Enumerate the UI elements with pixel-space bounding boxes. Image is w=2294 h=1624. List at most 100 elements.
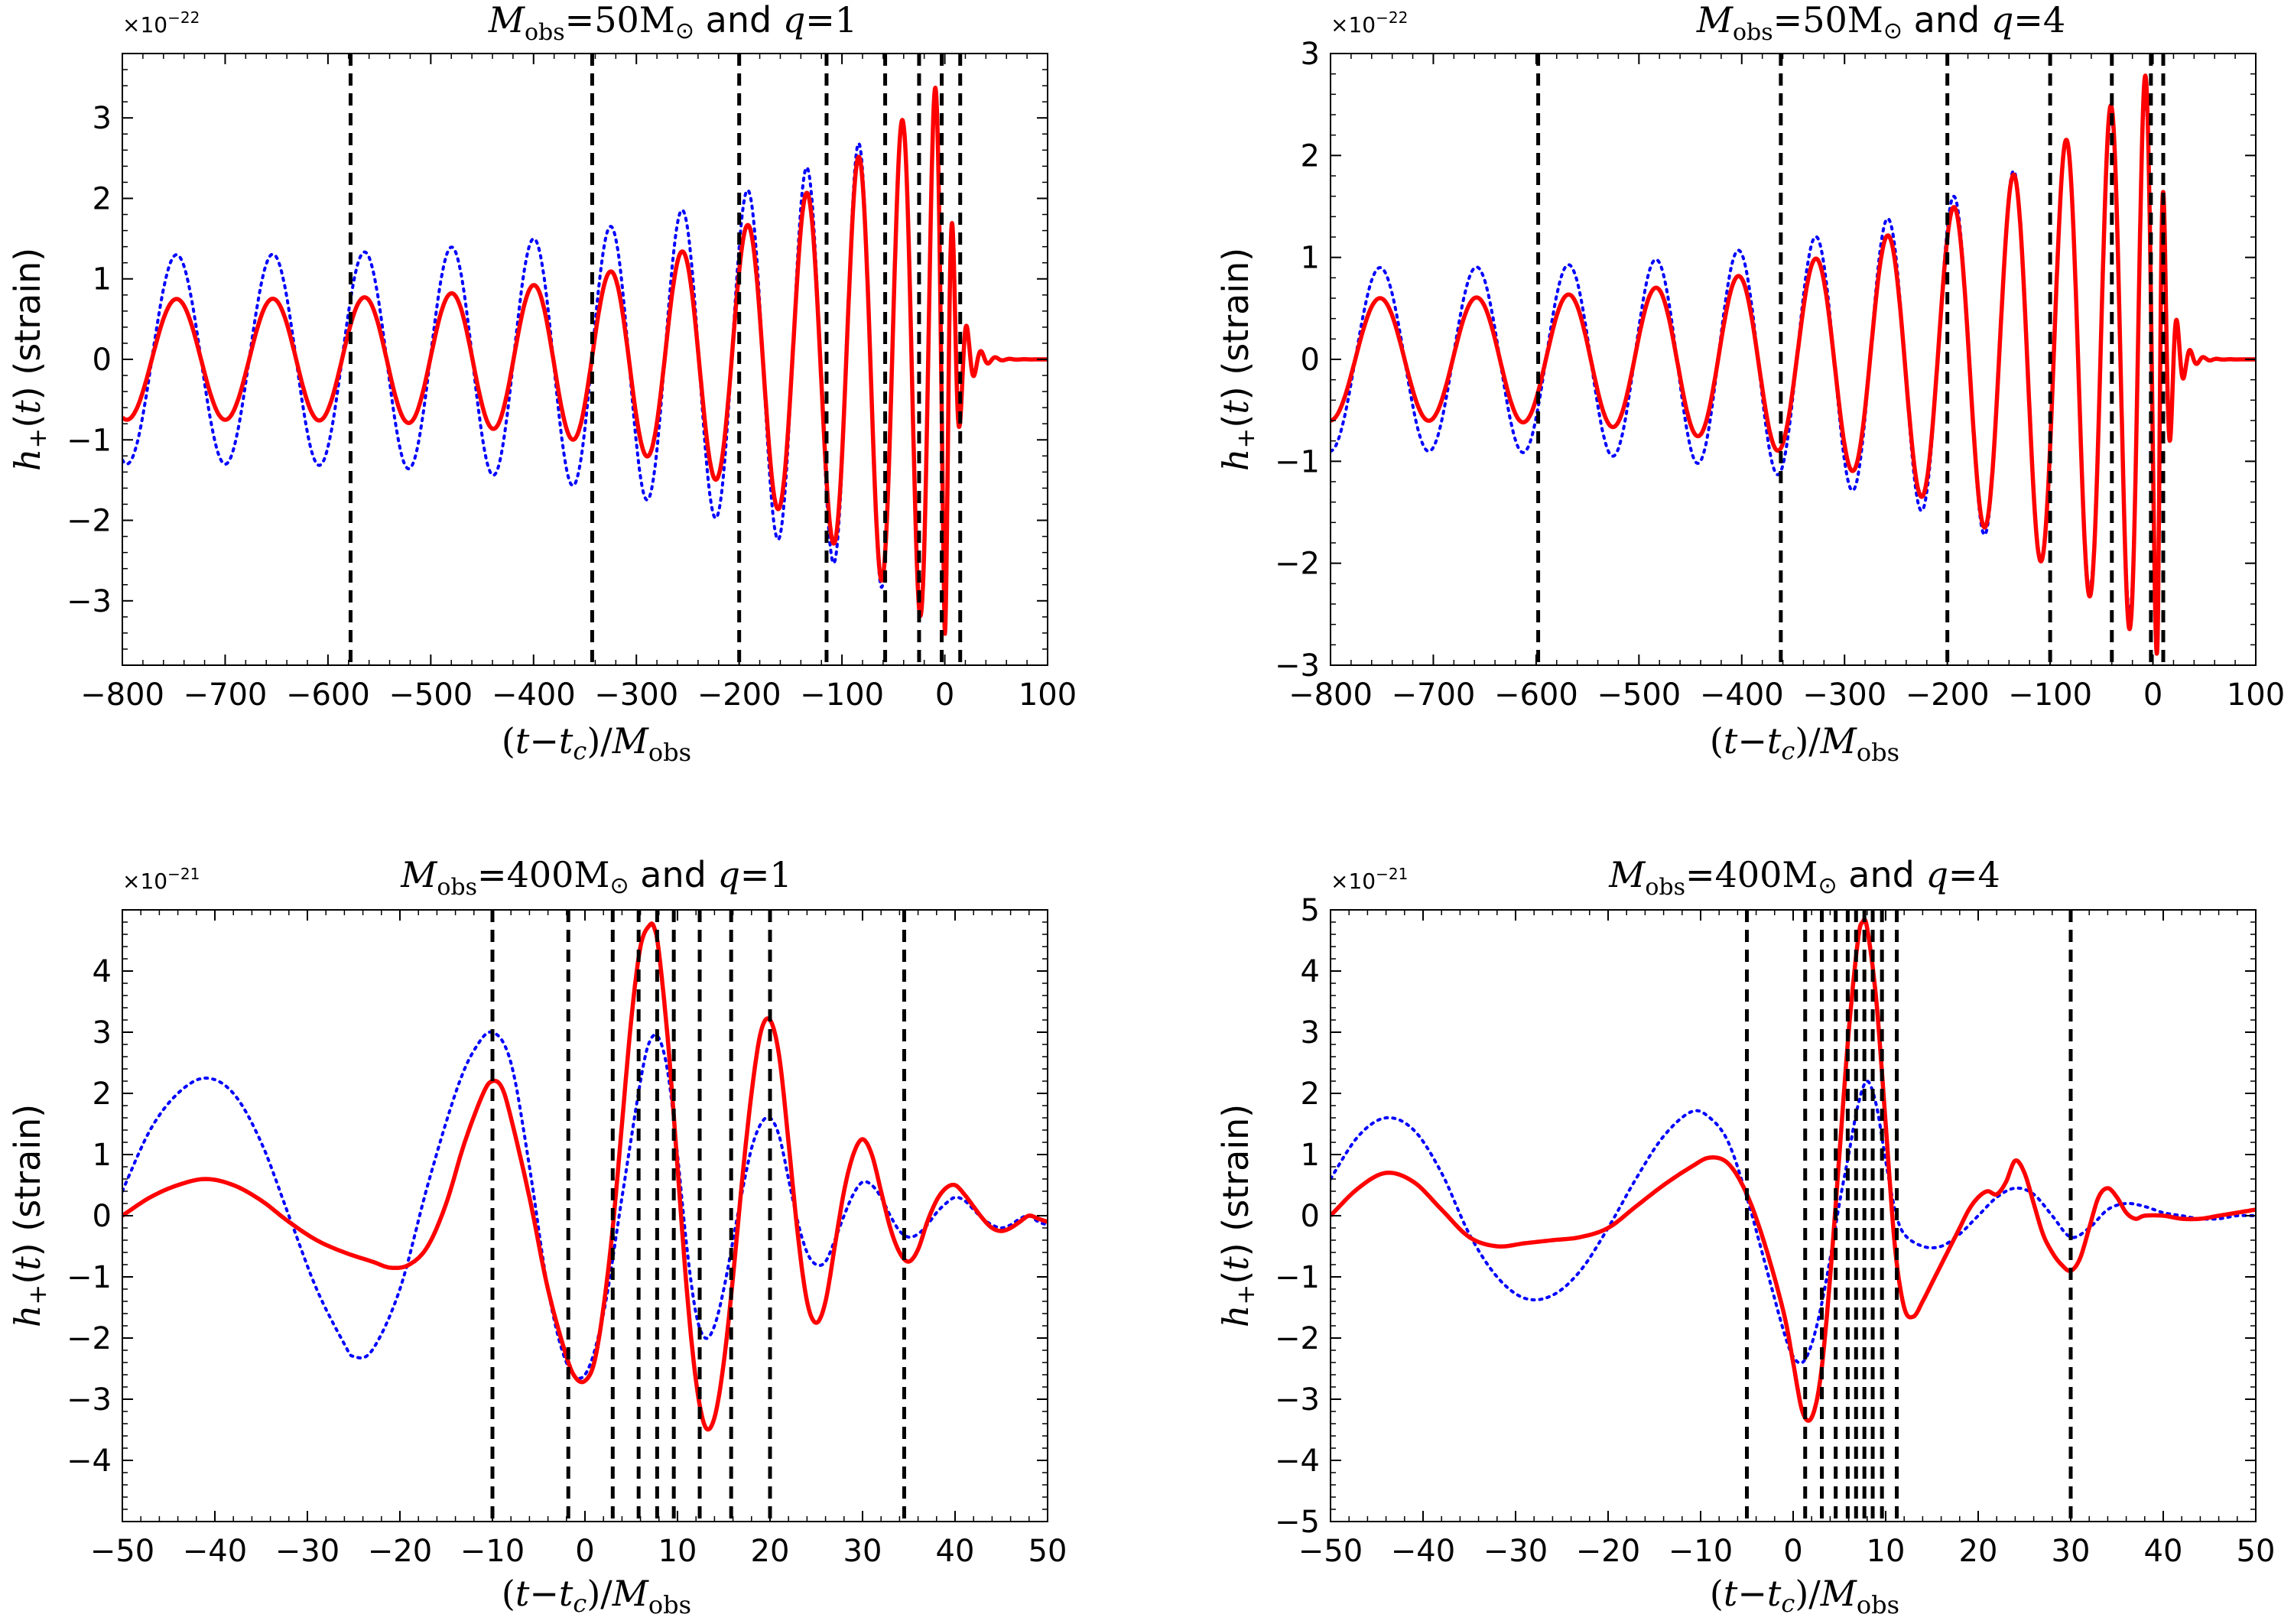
x-tick-label: −200 — [1906, 677, 1990, 713]
panel-title: Mobs=50M⊙ and q=1 — [488, 0, 857, 46]
y-tick-label: 5 — [1301, 893, 1320, 928]
panel-title: Mobs=400M⊙ and q=1 — [400, 854, 791, 901]
x-tick-label: −100 — [800, 677, 884, 713]
x-tick-label: −30 — [275, 1534, 340, 1569]
blue-dotted-series-line — [122, 98, 1048, 620]
y-tick-label: −5 — [1275, 1505, 1320, 1540]
x-tick-label: −30 — [1483, 1534, 1548, 1569]
y-axis-label: h+(t) (strain) — [1215, 248, 1260, 471]
y-tick-label: 2 — [1301, 138, 1320, 174]
y-tick-label: −1 — [1275, 1260, 1320, 1295]
x-tick-label: −800 — [80, 677, 164, 713]
x-tick-label: 40 — [936, 1534, 975, 1569]
y-tick-label: 1 — [1301, 1138, 1320, 1173]
red-solid-series-line — [122, 921, 1048, 1432]
x-tick-label: 30 — [843, 1534, 882, 1569]
x-tick-label: −400 — [1700, 677, 1784, 713]
plot-area: −800 −700 −600 −500 −400 −300 −200 −100 0 100 −3 −2… — [1275, 37, 2285, 713]
series-group — [122, 86, 1048, 636]
x-tick-label: 50 — [2237, 1534, 2276, 1569]
y-multiplier: ×10−21 — [1331, 865, 1408, 894]
y-tick-label: 3 — [93, 1015, 112, 1051]
x-tick-label: 20 — [751, 1534, 790, 1569]
y-axis-label: h+(t) (strain) — [7, 248, 52, 471]
y-multiplier: ×10−22 — [122, 8, 200, 37]
x-tick-label: −400 — [492, 677, 576, 713]
x-tick-label: 0 — [575, 1534, 594, 1569]
x-tick-label: 0 — [2143, 677, 2162, 713]
panel-m400-q1: Mobs=400M⊙ and q=1 ×10−21 −50 −40 −30 −20 −1… — [7, 854, 1067, 1619]
x-tick-label: 10 — [1867, 1534, 1906, 1569]
red-solid-series-line — [122, 86, 1048, 636]
panel-title: Mobs=400M⊙ and q=4 — [1608, 854, 2000, 901]
panel-title: Mobs=50M⊙ and q=4 — [1696, 0, 2065, 46]
panel-m400-q4: Mobs=400M⊙ and q=4 ×10−21 −50 −40 −30 −20 −1… — [1215, 854, 2275, 1619]
y-tick-label: 4 — [1301, 954, 1320, 989]
x-tick-label: 30 — [2052, 1534, 2091, 1569]
x-tick-label: −600 — [1494, 677, 1578, 713]
y-tick-label: −2 — [1275, 547, 1320, 582]
y-tick-label: −2 — [67, 1321, 112, 1356]
axes-frame — [1330, 909, 2257, 1522]
y-tick-label: 1 — [93, 262, 112, 297]
blue-dotted-series-line — [122, 1030, 1048, 1380]
x-tick-label: 100 — [2227, 677, 2285, 713]
x-tick-label: 40 — [2144, 1534, 2183, 1569]
x-tick-label: −300 — [1802, 677, 1886, 713]
y-tick-label: −2 — [1275, 1321, 1320, 1356]
x-axis-label: (t−tc)/Mobs — [1710, 1573, 1899, 1619]
y-tick-label: 2 — [93, 1077, 112, 1112]
y-tick-label: −1 — [1275, 444, 1320, 479]
y-tick-label: 2 — [93, 181, 112, 216]
y-tick-label: −3 — [1275, 1382, 1320, 1418]
y-tick-label: −3 — [1275, 648, 1320, 684]
red-solid-series-line — [1331, 73, 2256, 656]
series-group — [1331, 73, 2256, 656]
panel-m50-q4: Mobs=50M⊙ and q=4 ×10−22 −800 −700 −600 −50… — [1215, 0, 2285, 767]
y-tick-label: −1 — [67, 423, 112, 458]
plot-area: −50 −40 −30 −20 −10 0 10 20 30 40 50−5−4−3−2−10123… — [1275, 893, 2275, 1569]
x-tick-label: 50 — [1028, 1534, 1067, 1569]
x-tick-label: 100 — [1019, 677, 1077, 713]
x-tick-label: −700 — [1392, 677, 1476, 713]
y-tick-label: 3 — [1301, 1015, 1320, 1051]
y-tick-label: −4 — [67, 1444, 112, 1479]
y-tick-label: 4 — [93, 954, 112, 989]
y-tick-label: −4 — [1275, 1444, 1320, 1479]
y-tick-label: 2 — [1301, 1077, 1320, 1112]
y-tick-label: 1 — [1301, 241, 1320, 276]
x-tick-label: −20 — [368, 1534, 432, 1569]
x-tick-label: −50 — [90, 1534, 154, 1569]
y-tick-label: −2 — [67, 504, 112, 539]
x-tick-label: 0 — [935, 677, 954, 713]
y-tick-label: 0 — [93, 1199, 112, 1234]
series-group — [1331, 917, 2256, 1423]
x-tick-label: −100 — [2008, 677, 2092, 713]
series-group — [122, 921, 1048, 1432]
x-axis-label: (t−tc)/Mobs — [502, 1573, 691, 1619]
x-tick-label: 20 — [1959, 1534, 1998, 1569]
x-tick-label: −40 — [183, 1534, 247, 1569]
axes-frame — [122, 53, 1048, 666]
plot-area: −800 −700 −600 −500 −400 −300 −200 −100 0 100 −3 −2… — [67, 53, 1077, 713]
x-tick-label: 10 — [658, 1534, 697, 1569]
x-tick-label: −800 — [1288, 677, 1373, 713]
x-tick-label: −40 — [1391, 1534, 1455, 1569]
y-axis-label: h+(t) (strain) — [1215, 1104, 1260, 1327]
y-tick-label: 0 — [1301, 343, 1320, 378]
y-multiplier: ×10−21 — [122, 865, 200, 894]
x-tick-label: −200 — [697, 677, 781, 713]
red-solid-series-line — [1331, 917, 2256, 1423]
y-tick-label: −3 — [67, 584, 112, 619]
x-tick-label: −700 — [184, 677, 268, 713]
panel-m50-q1: Mobs=50M⊙ and q=1 ×10−22 −800 −700 −600 −50… — [7, 0, 1077, 767]
x-tick-label: −500 — [1597, 677, 1681, 713]
x-tick-label: −500 — [388, 677, 473, 713]
y-multiplier: ×10−22 — [1331, 8, 1408, 37]
y-tick-label: −3 — [67, 1382, 112, 1418]
x-tick-label: −20 — [1576, 1534, 1640, 1569]
x-tick-label: −600 — [286, 677, 370, 713]
x-tick-label: −10 — [460, 1534, 525, 1569]
x-tick-label: −50 — [1298, 1534, 1363, 1569]
